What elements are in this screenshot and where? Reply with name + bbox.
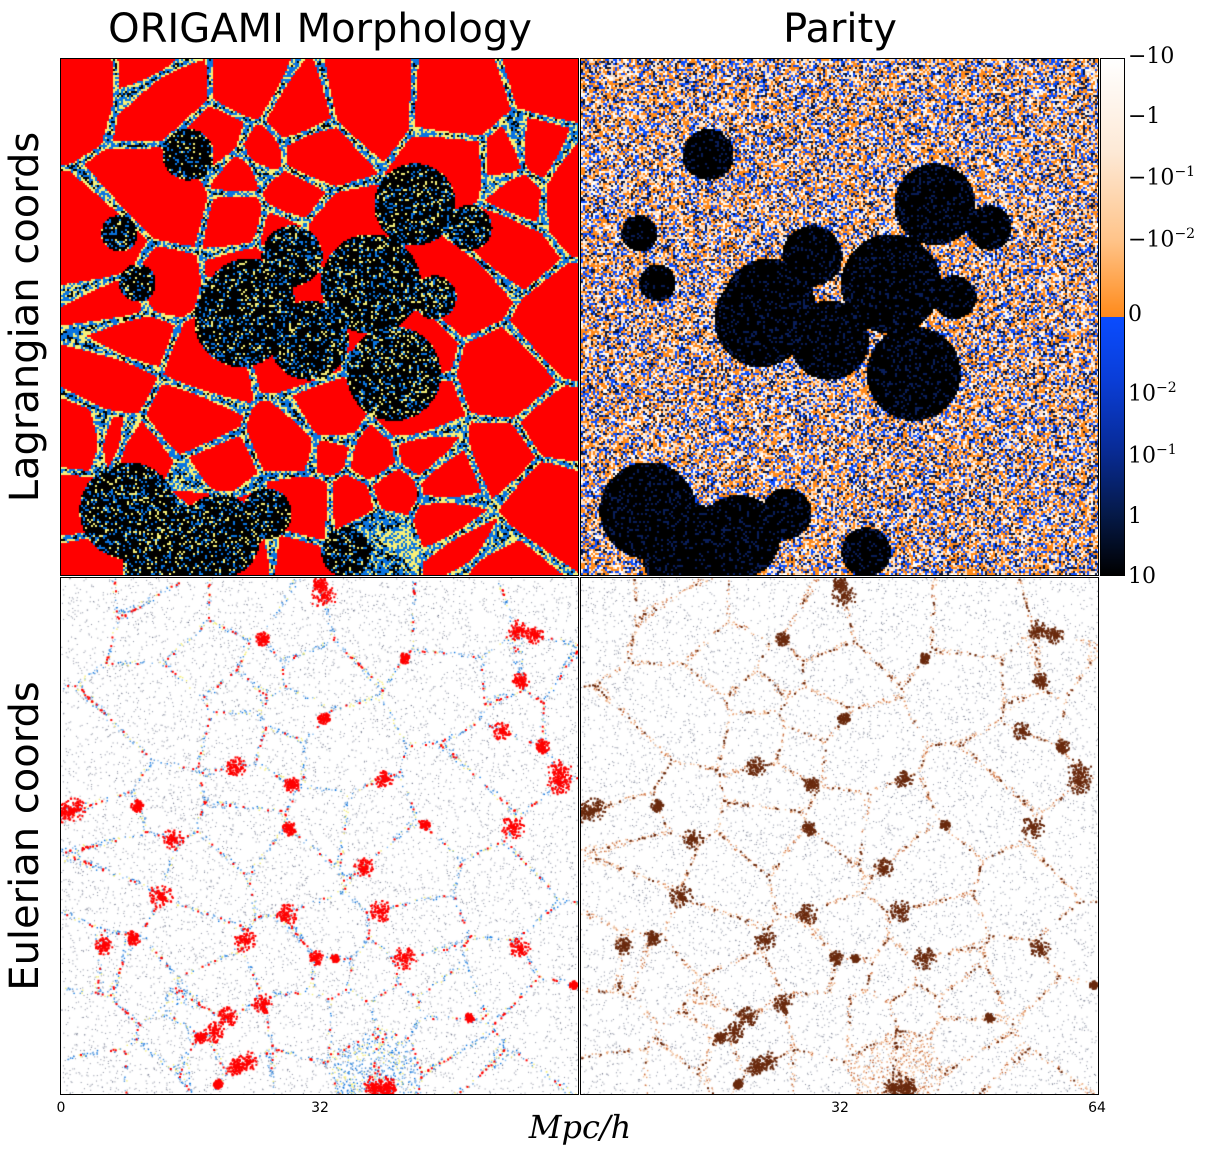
x-axis-label: Mpc/h bbox=[500, 1108, 660, 1146]
colorbar-label: −10−1 bbox=[1128, 164, 1196, 191]
colorbar-label: −10−2 bbox=[1128, 226, 1196, 253]
panel-eulerian-morphology bbox=[60, 577, 579, 1095]
colorbar-label: −1 bbox=[1128, 104, 1161, 129]
row-title-eulerian: Eulerian coords bbox=[2, 681, 48, 991]
parity-colorbar bbox=[1100, 58, 1125, 576]
morphology-heatmap bbox=[61, 59, 578, 575]
panel-lagrangian-morphology bbox=[60, 58, 579, 576]
colorbar-label: 10−1 bbox=[1128, 442, 1177, 469]
x-tick-32-left: 32 bbox=[311, 1100, 329, 1116]
colorbar-label: 1 bbox=[1128, 504, 1142, 529]
panel-lagrangian-parity bbox=[580, 58, 1099, 576]
x-axis-label-text: Mpc/h bbox=[528, 1108, 632, 1146]
colorbar-label: 10 bbox=[1128, 564, 1156, 589]
colorbar-label: 0 bbox=[1128, 302, 1142, 327]
parity-heatmap bbox=[581, 59, 1098, 575]
morphology-scatter bbox=[61, 578, 578, 1094]
colorbar-label: 10−2 bbox=[1128, 380, 1177, 407]
column-title-parity: Parity bbox=[783, 6, 897, 52]
x-tick-0: 0 bbox=[56, 1100, 66, 1116]
row-title-lagrangian: Lagrangian coords bbox=[2, 131, 48, 503]
panel-eulerian-parity bbox=[580, 577, 1099, 1095]
x-tick-32-right: 32 bbox=[831, 1100, 849, 1116]
colorbar-label: −10 bbox=[1128, 44, 1175, 69]
parity-scatter bbox=[581, 578, 1098, 1094]
column-title-morphology: ORIGAMI Morphology bbox=[108, 6, 532, 52]
x-tick-64: 64 bbox=[1088, 1100, 1106, 1116]
